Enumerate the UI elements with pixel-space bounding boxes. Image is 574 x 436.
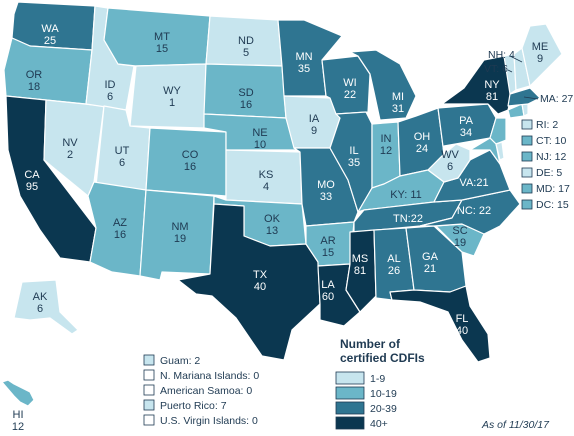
small-state-swatch (521, 199, 533, 210)
label-MI: MI 31 (392, 91, 404, 115)
label-TX: TX 40 (253, 269, 268, 293)
territories-list: Guam: 2 N. Mariana Islands: 0 American Sam… (143, 354, 259, 427)
territory-label: Guam: 2 (160, 355, 200, 367)
small-state-label: DC: 15 (536, 199, 569, 211)
legend-label: 40+ (370, 418, 388, 430)
label-IN: IN 12 (380, 133, 392, 157)
territory-label: N. Mariana Islands: 0 (160, 370, 259, 382)
label-KY: KY: 11 (390, 189, 422, 201)
label-ND: ND 5 (238, 35, 254, 59)
label-IL: IL 35 (348, 145, 360, 169)
territory-swatch (143, 414, 155, 426)
label-NY: NY 81 (484, 79, 500, 103)
state-TX (177, 203, 321, 361)
label-WV: WV 6 (441, 149, 459, 173)
label-MO: MO 33 (317, 179, 335, 203)
label-SD: SD 16 (238, 87, 253, 111)
callout-nh: NH: 4 (488, 49, 515, 61)
legend-title-line2: certified CDFIs (340, 351, 425, 365)
state-HI (1, 379, 35, 407)
label-AK: AK 6 (33, 291, 48, 315)
territory-swatch (143, 354, 155, 366)
callout-leader-ma (523, 96, 539, 100)
small-state-label: DE: 5 (536, 167, 562, 179)
state-MI (349, 49, 417, 121)
label-ME: ME 9 (532, 41, 549, 65)
label-SC: SC 19 (452, 225, 467, 249)
state-WV (427, 143, 471, 183)
state-ME (521, 23, 563, 87)
label-CO: CO 16 (182, 149, 199, 173)
label-KS: KS 4 (259, 169, 274, 193)
label-IA: IA 9 (309, 113, 320, 137)
label-LA: LA 60 (321, 279, 335, 303)
label-GA: GA 21 (422, 251, 439, 275)
small-state-label: RI: 2 (536, 119, 558, 131)
label-WA: WA 25 (41, 23, 59, 47)
label-UT: UT 6 (115, 145, 130, 169)
legend: Number of certified CDFIs 1-9 10-19 20-39 4… (335, 337, 425, 430)
territory-swatch (143, 384, 155, 396)
small-state-swatch (521, 151, 533, 162)
label-CA: CA 95 (24, 169, 40, 193)
label-MS: MS 81 (352, 253, 369, 277)
small-state-label: CT: 10 (536, 135, 567, 147)
legend-swatch (335, 401, 365, 415)
territory-swatch (143, 399, 155, 411)
label-NE: NE 10 (252, 127, 267, 151)
territory-label: Puerto Rico: 7 (160, 400, 227, 412)
territory-label: American Samoa: 0 (160, 385, 252, 397)
legend-label: 1-9 (370, 373, 385, 385)
territory-swatch (143, 369, 155, 381)
legend-label: 20-39 (370, 403, 397, 415)
small-state-swatch (521, 119, 533, 130)
small-state-swatch (521, 167, 533, 178)
label-TN: TN:22 (393, 213, 423, 225)
state-FL (389, 285, 491, 363)
label-AZ: AZ 16 (113, 217, 127, 241)
callout-leader-vt (507, 69, 513, 73)
label-ID: ID 6 (105, 79, 116, 103)
callout-ma: MA: 27 (540, 93, 573, 105)
label-AL: AL 26 (387, 253, 400, 277)
legend-items: 1-9 10-19 20-39 40+ (335, 371, 397, 430)
date-note: As of 11/30/17 (481, 419, 550, 431)
small-state-swatch (521, 183, 533, 194)
label-FL: FL 40 (456, 313, 469, 337)
label-AR: AR 15 (320, 235, 335, 259)
label-OK: OK 13 (264, 213, 281, 237)
state-AK (13, 279, 79, 335)
callout-vt: VT: 6 (484, 63, 508, 75)
new-england-callouts: NH: 4 VT: 6 MA: 27 (484, 49, 573, 105)
state-DE (495, 141, 505, 161)
label-WY: WY 1 (163, 85, 181, 109)
state-labels: WA 25 OR 18 CA 95 NV 2 ID 6 MT 15 WY 1 UT 6 AZ 16… (12, 23, 548, 433)
small-state-label: NJ: 12 (536, 151, 567, 163)
small-state-swatch (521, 135, 533, 146)
label-PA: PA 34 (459, 115, 474, 139)
label-HI: HI 12 (12, 409, 24, 433)
label-NM: NM 19 (171, 221, 188, 245)
legend-swatch (335, 386, 365, 400)
legend-title-line1: Number of (340, 337, 401, 351)
callout-leader-nh (509, 55, 523, 63)
label-WI: WI 22 (343, 77, 356, 101)
label-NV: NV 2 (62, 137, 78, 161)
small-state-label: MD: 17 (536, 183, 570, 195)
legend-swatch (335, 371, 365, 385)
territory-label: U.S. Virgin Islands: 0 (160, 415, 258, 427)
label-OH: OH 24 (414, 131, 431, 155)
label-VA: VA:21 (459, 177, 488, 189)
legend-label: 10-19 (370, 388, 397, 400)
small-states-key: RI: 2 CT: 10 NJ: 12 DE: 5 MD: 17 DC: 15 (521, 119, 570, 211)
label-MT: MT 15 (154, 31, 170, 55)
legend-swatch (335, 416, 365, 430)
label-NC: NC: 22 (457, 205, 491, 217)
label-MN: MN 35 (295, 51, 312, 75)
label-OR: OR 18 (26, 69, 43, 93)
